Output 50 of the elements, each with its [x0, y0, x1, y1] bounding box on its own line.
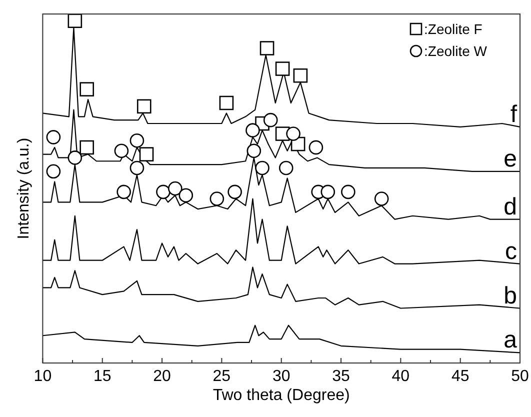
point: [46, 164, 61, 179]
point: [130, 133, 144, 148]
point: [293, 68, 308, 83]
point: [219, 96, 234, 110]
point: [136, 99, 152, 114]
series-label: e: [504, 145, 517, 172]
legend-label: :Zeolite F: [424, 21, 482, 37]
point: [255, 160, 270, 176]
point: [246, 144, 262, 158]
point: [246, 123, 260, 138]
point: [178, 188, 194, 202]
legend-label: :Zeolite W: [424, 43, 488, 59]
series-label: b: [504, 282, 517, 310]
point: [80, 82, 94, 96]
point: [308, 140, 324, 155]
series-label: f: [510, 100, 518, 128]
point: [139, 147, 154, 162]
point: [168, 181, 182, 196]
point: [374, 192, 389, 206]
y-axis-title: Intensity (a.u.): [16, 138, 33, 240]
point: [156, 184, 170, 200]
series-label: a: [504, 326, 518, 354]
point: [80, 140, 94, 155]
point: [341, 184, 356, 200]
x-tick-label: 45: [451, 368, 470, 385]
point: [68, 14, 82, 28]
point: [228, 184, 242, 200]
x-tick-label: 30: [272, 368, 290, 385]
point: [286, 126, 300, 141]
x-tick-label: 50: [511, 368, 529, 385]
point: [116, 184, 131, 200]
x-tick-label: 25: [212, 368, 231, 385]
x-tick-label: 20: [153, 368, 172, 385]
point: [275, 62, 290, 76]
point: [260, 41, 274, 56]
point: [130, 160, 144, 176]
point: [114, 144, 129, 158]
x-axis-title: Two theta (Degree): [212, 387, 350, 404]
x-tick-label: 40: [392, 368, 410, 385]
point: [68, 150, 82, 165]
x-tick-label: 15: [93, 368, 112, 385]
x-tick-label: 35: [332, 368, 350, 385]
point: [320, 184, 336, 200]
series-label: d: [504, 193, 517, 220]
point: [278, 160, 294, 176]
point: [210, 192, 224, 206]
point: [263, 112, 278, 128]
point: [46, 130, 61, 144]
x-tick-label: 10: [34, 368, 52, 385]
series-label: c: [505, 238, 517, 265]
